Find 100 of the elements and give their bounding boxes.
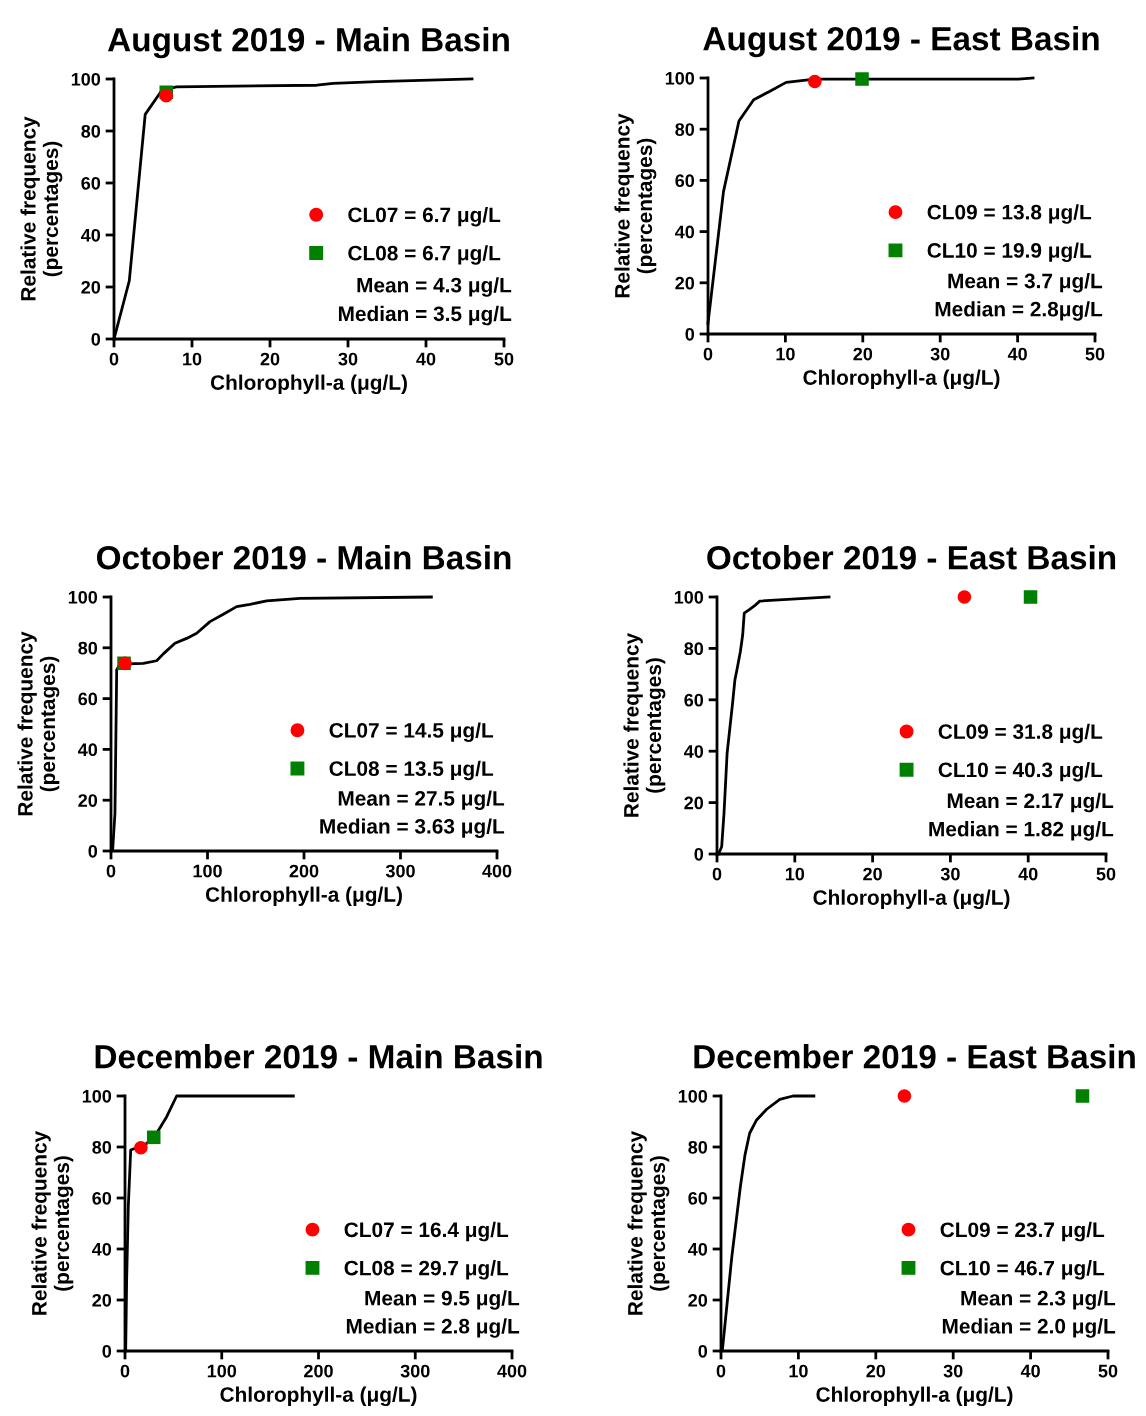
y-tick-label: 0 — [91, 332, 101, 346]
legend-label: CL08 = 6.7 μg/L — [348, 245, 501, 265]
x-tick-label: 30 — [338, 352, 358, 366]
x-tick-label: 40 — [416, 352, 436, 366]
annotation: Median = 1.82 μg/L — [929, 821, 1114, 841]
x-axis-title: Chlorophyll-a (μg/L) — [220, 1386, 417, 1407]
legend-label: CL07 = 16.4 μg/L — [344, 1221, 509, 1242]
y-tick-label: 20 — [78, 794, 98, 807]
y-tick-label: 100 — [71, 72, 101, 86]
y-tick-label: 40 — [81, 228, 101, 242]
x-tick-label: 50 — [494, 352, 514, 366]
y-tick-label: 20 — [675, 276, 695, 290]
x-tick-label: 100 — [193, 864, 222, 878]
annotation: Mean = 3.7 μg/L — [948, 273, 1103, 293]
y-tick-label: 100 — [665, 71, 695, 85]
chart-title: August 2019 - Main Basin — [107, 27, 509, 59]
legend-label: CL08 = 13.5 μg/L — [329, 760, 494, 781]
x-tick-label: 20 — [260, 352, 280, 366]
y-tick-label: 80 — [688, 1140, 708, 1154]
chart-title: December 2019 - East Basin — [694, 1044, 1135, 1069]
legend-label: CL08 = 29.7 μg/L — [344, 1260, 509, 1280]
y-tick-label: 60 — [78, 692, 98, 706]
x-axis-title: Chlorophyll-a (μg/L) — [210, 374, 407, 395]
x-tick-label: 30 — [930, 347, 950, 361]
legend-label: CL09 = 23.7 μg/L — [940, 1221, 1105, 1242]
x-tick-label: 40 — [1007, 347, 1027, 361]
y-tick-label: 0 — [88, 844, 98, 858]
annotation: Median = 2.8 μg/L — [346, 1318, 520, 1338]
y-axis-title: Relative frequency (percentages) — [614, 113, 657, 298]
chart-title: October 2019 - Main Basin — [96, 545, 511, 570]
annotation: Mean = 2.17 μg/L — [947, 792, 1114, 813]
annotation: Median = 2.8μg/L — [935, 301, 1103, 321]
y-tick-label: 40 — [675, 225, 695, 239]
x-tick-label: 40 — [1020, 1364, 1040, 1378]
y-axis-title: Relative frequency (percentages) — [31, 1130, 74, 1315]
x-tick-label: 20 — [853, 347, 873, 361]
x-tick-label: 50 — [1085, 347, 1105, 361]
x-tick-label: 20 — [863, 867, 882, 881]
x-tick-label: 10 — [776, 347, 795, 361]
x-tick-label: 300 — [385, 864, 415, 878]
legend-label: CL10 = 40.3 μg/L — [938, 761, 1103, 782]
legend-label: CL07 = 6.7 μg/L — [348, 206, 501, 227]
x-tick-label: 50 — [1096, 867, 1116, 881]
x-tick-label: 200 — [289, 864, 319, 878]
x-tick-label: 10 — [789, 1364, 808, 1378]
annotation: Mean = 9.5 μg/L — [365, 1290, 520, 1310]
y-tick-label: 0 — [698, 1344, 708, 1358]
y-tick-label: 40 — [684, 745, 704, 758]
y-tick-label: 100 — [678, 1089, 708, 1103]
legend-label: CL07 = 14.5 μg/L — [329, 722, 494, 742]
annotation: Median = 3.5 μg/L — [338, 305, 512, 326]
chart-title: December 2019 - Main Basin — [95, 1044, 542, 1069]
y-tick-label: 100 — [82, 1089, 112, 1103]
y-axis-title: Relative frequency (percentages) — [623, 632, 666, 817]
y-tick-label: 100 — [674, 590, 704, 604]
x-tick-label: 10 — [785, 867, 805, 881]
y-tick-label: 0 — [694, 847, 704, 861]
x-tick-label: 0 — [120, 1364, 130, 1378]
x-tick-label: 30 — [943, 1364, 963, 1378]
annotation: Median = 3.63 μg/L — [320, 818, 505, 838]
x-tick-label: 20 — [866, 1364, 886, 1378]
annotation: Mean = 2.3 μg/L — [961, 1290, 1116, 1310]
y-tick-label: 0 — [102, 1344, 112, 1358]
x-axis-title: Chlorophyll-a (μg/L) — [205, 886, 402, 907]
y-tick-label: 60 — [675, 174, 695, 188]
y-tick-label: 40 — [688, 1242, 708, 1256]
chart-title: October 2019 - East Basin — [707, 545, 1116, 570]
annotation: Mean = 27.5 μg/L — [338, 790, 505, 810]
x-tick-label: 400 — [482, 864, 512, 878]
x-tick-label: 0 — [716, 1364, 726, 1378]
x-tick-label: 40 — [1018, 867, 1038, 881]
y-tick-label: 80 — [684, 642, 704, 656]
y-tick-label: 60 — [81, 176, 101, 190]
y-axis-title: Relative frequency (percentages) — [17, 631, 60, 816]
y-tick-label: 20 — [92, 1293, 112, 1307]
y-tick-label: 80 — [81, 124, 101, 138]
y-tick-label: 20 — [688, 1293, 708, 1307]
x-axis-title: Chlorophyll-a (μg/L) — [803, 369, 1000, 390]
x-tick-label: 200 — [304, 1364, 333, 1378]
annotation: Mean = 4.3 μg/L — [357, 277, 512, 297]
y-axis-title: Relative frequency (percentages) — [20, 116, 63, 301]
y-tick-label: 0 — [685, 327, 695, 341]
y-tick-label: 60 — [688, 1191, 708, 1205]
y-tick-label: 100 — [68, 590, 98, 604]
y-tick-label: 40 — [92, 1242, 112, 1256]
x-tick-label: 10 — [183, 352, 202, 366]
x-tick-label: 400 — [497, 1364, 527, 1378]
x-tick-label: 30 — [940, 867, 960, 881]
x-axis-title: Chlorophyll-a (μg/L) — [816, 1386, 1013, 1407]
y-tick-label: 20 — [81, 280, 101, 294]
legend-label: CL10 = 19.9 μg/L — [927, 242, 1092, 263]
y-tick-label: 60 — [684, 693, 704, 707]
x-tick-label: 100 — [207, 1364, 237, 1378]
legend-label: CL09 = 31.8 μg/L — [938, 723, 1103, 744]
y-tick-label: 80 — [92, 1140, 112, 1154]
x-tick-label: 0 — [712, 867, 722, 881]
chart-title: August 2019 - East Basin — [703, 26, 1099, 58]
y-axis-title: Relative frequency (percentages) — [627, 1130, 670, 1315]
y-tick-label: 80 — [675, 123, 695, 136]
y-tick-label: 20 — [684, 796, 704, 810]
